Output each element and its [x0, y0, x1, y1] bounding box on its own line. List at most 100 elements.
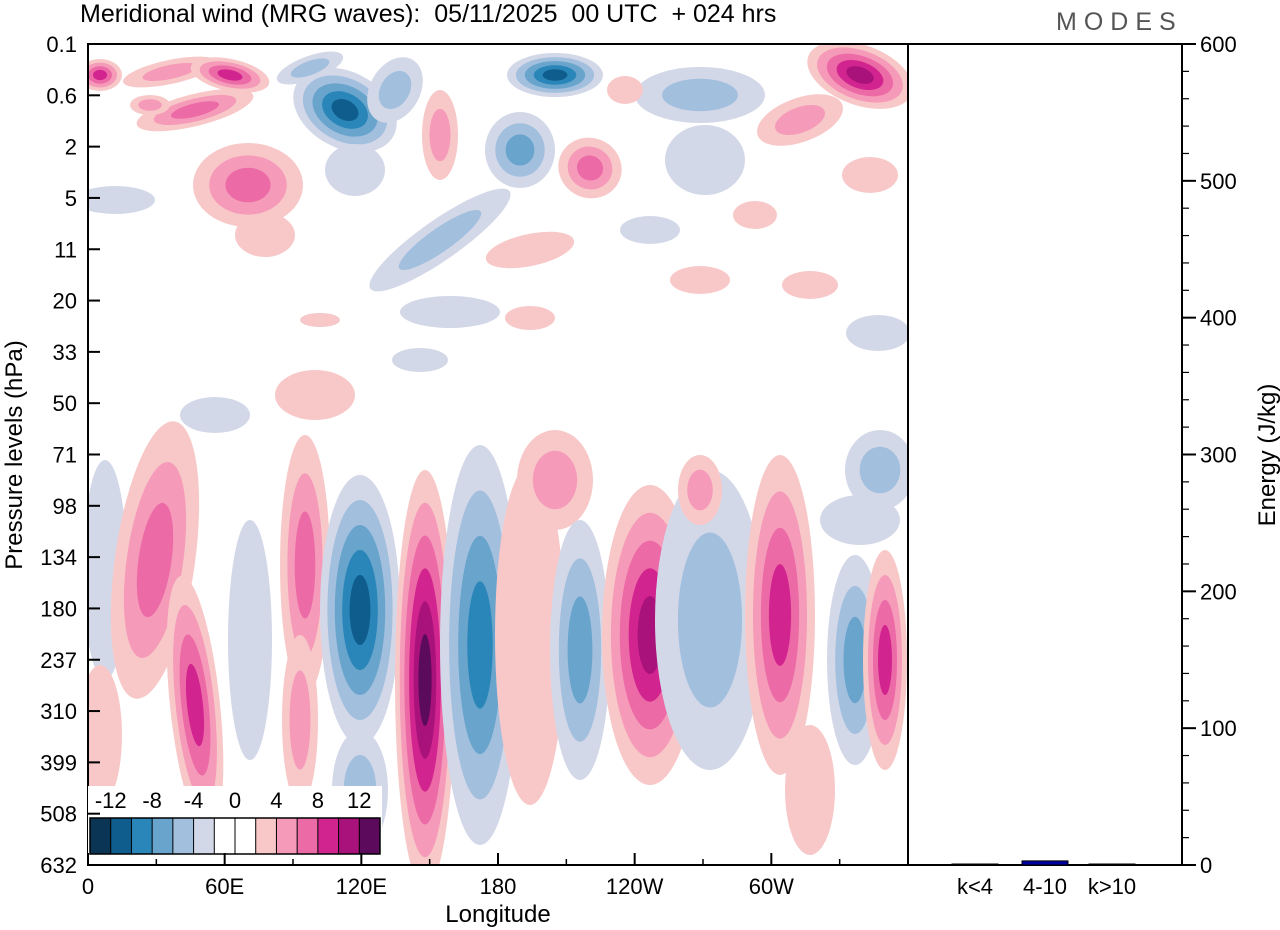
y-tick-label: 508 [40, 802, 77, 827]
contour-level [607, 76, 643, 104]
x-tick-label: 60E [205, 874, 244, 899]
positive-wind-cell [842, 157, 898, 193]
positive-wind-cell [782, 271, 838, 299]
y-axis-title: Pressure levels (hPa) [1, 340, 28, 569]
contour-level [185, 663, 205, 747]
positive-wind-cell [785, 725, 835, 855]
contour-level [429, 108, 451, 162]
colorbar-label: 0 [229, 788, 241, 813]
energy-bars [951, 860, 1136, 866]
contour-level [542, 69, 568, 81]
energy-y-axis: 0 100 200 300 400 500 600 [1182, 32, 1237, 878]
x-tick-label: 120W [606, 874, 664, 899]
positive-wind-cell [235, 213, 295, 257]
energy-frame [907, 43, 1183, 866]
y-tick-label: 5 [65, 186, 77, 211]
energy-tick-label: 0 [1200, 853, 1212, 878]
colorbar-swatch [90, 818, 112, 854]
contour-level [576, 155, 604, 181]
y-axis: 0.1 0.6 2 5 11 20 33 50 71 98 134 180 237 310 399 508 63… [40, 32, 100, 878]
energy-tick-label: 600 [1200, 32, 1237, 57]
negative-wind-cell [845, 430, 908, 510]
negative-wind-cell [620, 216, 680, 244]
contour-level [392, 348, 448, 372]
contour-level [275, 370, 355, 420]
energy-category-label: k>10 [1088, 874, 1136, 899]
contour-level [687, 469, 713, 511]
positive-wind-cell [88, 59, 122, 91]
negative-wind-cell [320, 475, 400, 745]
y-tick-label: 33 [53, 340, 77, 365]
contour-level [88, 665, 122, 805]
positive-wind-cell [517, 430, 593, 530]
colorbar-swatch [131, 818, 153, 854]
y-tick-label: 399 [40, 750, 77, 775]
energy-axis-title: Energy (J/kg) [1254, 384, 1280, 527]
colorbar-swatch [255, 818, 277, 854]
colorbar-swatch [235, 818, 257, 854]
positive-wind-cell [395, 470, 455, 865]
contour-level [88, 186, 155, 214]
colorbar-label: -4 [184, 788, 204, 813]
negative-wind-cell [392, 348, 448, 372]
negative-wind-cell [550, 520, 610, 780]
contour-level [418, 634, 432, 726]
y-tick-label: 180 [40, 596, 77, 621]
modes-logo: MODES [1056, 8, 1183, 36]
negative-wind-cell [665, 125, 745, 195]
energy-bar [1088, 863, 1136, 866]
contour-level [349, 575, 371, 645]
negative-wind-cell [400, 296, 500, 328]
colorbar-label: 8 [312, 788, 324, 813]
x-axis-title: Longitude [445, 901, 550, 928]
contour-level [846, 315, 908, 351]
positive-wind-cell [745, 455, 815, 775]
chart-title: Meridional wind (MRG waves): 05/11/2025 … [80, 0, 777, 28]
contour-level [665, 125, 745, 195]
contour-level [225, 167, 271, 203]
contour-level [93, 69, 107, 81]
colorbar-swatch [110, 818, 132, 854]
positive-wind-cell [166, 575, 224, 835]
contour-level [495, 465, 565, 805]
contour-level [331, 98, 359, 122]
contour-level [532, 450, 578, 510]
negative-wind-cell [507, 53, 603, 97]
y-tick-label: 0.1 [46, 32, 77, 57]
colorbar-label: -12 [95, 788, 127, 813]
contour-level [662, 78, 738, 112]
y-tick-label: 11 [54, 237, 77, 262]
positive-wind-cell [558, 137, 622, 199]
positive-wind-cell [280, 435, 330, 695]
energy-tick-label: 200 [1200, 579, 1237, 604]
positive-wind-cell [193, 143, 303, 227]
contour-level [142, 63, 198, 81]
contour-level [768, 564, 792, 666]
colorbar: -12 -8 -4 0 4 8 12 [88, 786, 382, 856]
negative-wind-cell [635, 67, 765, 123]
contour-level [785, 725, 835, 855]
contour-level [170, 101, 220, 119]
contour-level [300, 313, 340, 327]
x-tick-label: 120E [336, 874, 387, 899]
contour-level [180, 397, 250, 433]
y-tick-label: 310 [40, 699, 77, 724]
y-tick-label: 237 [40, 648, 77, 673]
positive-wind-cell [733, 201, 777, 229]
contour-level [782, 271, 838, 299]
negative-wind-cell [820, 495, 900, 545]
contour-level [217, 69, 243, 81]
negative-wind-cell [325, 144, 385, 196]
positive-wind-cell [607, 76, 643, 104]
contour-level [400, 296, 500, 328]
colorbar-swatch [152, 818, 174, 854]
negative-wind-cell [369, 188, 511, 292]
negative-wind-cell [485, 112, 555, 188]
colorbar-label: 12 [347, 788, 371, 813]
contour-level [677, 532, 743, 708]
energy-tick-label: 500 [1200, 169, 1237, 194]
negative-wind-cell [367, 57, 423, 123]
y-tick-label: 98 [53, 494, 77, 519]
contour-level [290, 58, 330, 78]
